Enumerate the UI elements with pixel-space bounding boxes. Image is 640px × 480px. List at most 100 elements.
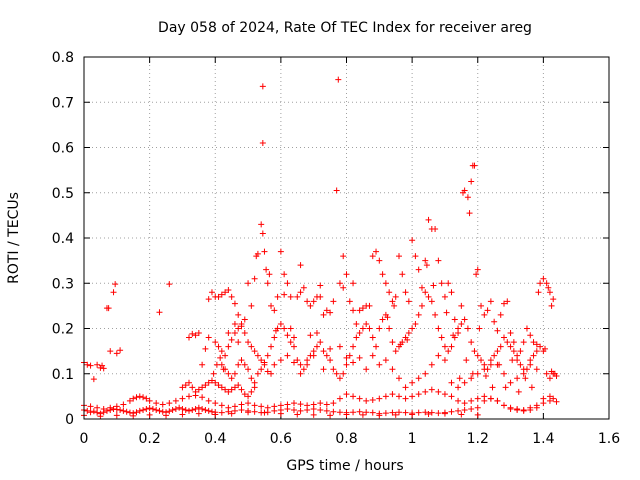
data-point (379, 316, 386, 323)
data-point (548, 368, 555, 375)
data-point (310, 411, 317, 418)
data-point (473, 271, 480, 278)
data-point (509, 357, 516, 364)
data-point (340, 370, 347, 377)
data-point (212, 400, 219, 407)
data-point (241, 391, 248, 398)
data-point (231, 320, 238, 327)
data-point (320, 311, 327, 318)
data-point (245, 280, 252, 287)
data-point (266, 271, 273, 278)
data-point (149, 406, 156, 413)
data-point (268, 343, 275, 350)
data-point (172, 406, 179, 413)
data-point (90, 408, 97, 415)
data-point (215, 382, 222, 389)
data-point (258, 221, 265, 228)
data-point (248, 343, 255, 350)
data-point (87, 362, 94, 369)
data-point (195, 330, 202, 337)
data-point (264, 280, 271, 287)
data-point (284, 401, 291, 408)
data-point (228, 386, 235, 393)
data-point (287, 325, 294, 332)
data-point (496, 361, 503, 368)
data-point (153, 406, 160, 413)
data-point (218, 384, 225, 391)
data-point (222, 386, 229, 393)
data-point (199, 406, 206, 413)
data-point (522, 375, 529, 382)
data-point (418, 284, 425, 291)
data-point (317, 339, 324, 346)
data-point (251, 402, 258, 409)
data-point (126, 397, 133, 404)
data-point (258, 357, 265, 364)
data-point (425, 216, 432, 223)
data-point (482, 373, 489, 380)
data-point (415, 266, 422, 273)
data-point (205, 397, 212, 404)
data-point (277, 248, 284, 255)
data-point (514, 375, 521, 382)
data-point (210, 370, 217, 377)
data-point (537, 280, 544, 287)
data-point (291, 359, 297, 366)
data-point (179, 384, 186, 391)
data-point (225, 404, 232, 411)
data-point (382, 410, 389, 417)
data-point (146, 405, 153, 412)
data-point (343, 411, 350, 418)
data-point (192, 392, 199, 399)
data-point (491, 318, 498, 325)
data-point (366, 325, 373, 332)
data-point (235, 361, 242, 368)
data-point (548, 302, 555, 309)
data-point (343, 361, 350, 368)
data-point (323, 352, 330, 359)
data-point (448, 289, 455, 296)
data-point (455, 397, 462, 404)
data-point (327, 357, 334, 364)
data-point (231, 370, 238, 377)
data-point (94, 404, 101, 411)
data-point (140, 406, 147, 413)
data-point (356, 354, 363, 361)
data-point (550, 296, 557, 303)
data-point (192, 406, 199, 413)
data-point (143, 395, 150, 402)
data-point (336, 343, 343, 350)
data-point (418, 302, 425, 309)
data-point (212, 411, 219, 418)
data-point (369, 253, 376, 260)
data-point (543, 370, 550, 377)
data-point (217, 354, 224, 361)
data-point (409, 411, 416, 418)
data-point (432, 311, 439, 318)
data-point (238, 386, 245, 393)
data-point (474, 266, 481, 273)
data-point (369, 334, 376, 341)
data-point (186, 379, 192, 386)
data-point (461, 316, 468, 323)
data-point (179, 406, 186, 413)
data-point (515, 388, 522, 395)
data-point (363, 366, 370, 373)
data-point (520, 406, 527, 413)
data-point (245, 409, 252, 416)
data-point (130, 412, 137, 419)
data-point (291, 334, 297, 341)
data-point (300, 366, 307, 373)
data-point (199, 384, 206, 391)
data-point (489, 384, 496, 391)
data-point (251, 275, 258, 282)
y-tick-label: 0.2 (52, 322, 74, 338)
data-point (238, 406, 245, 413)
data-point (335, 76, 342, 83)
data-point (228, 336, 235, 343)
data-point (461, 187, 468, 194)
data-point (520, 339, 527, 346)
data-point (186, 393, 192, 400)
data-point (153, 400, 160, 407)
data-point (540, 275, 547, 282)
